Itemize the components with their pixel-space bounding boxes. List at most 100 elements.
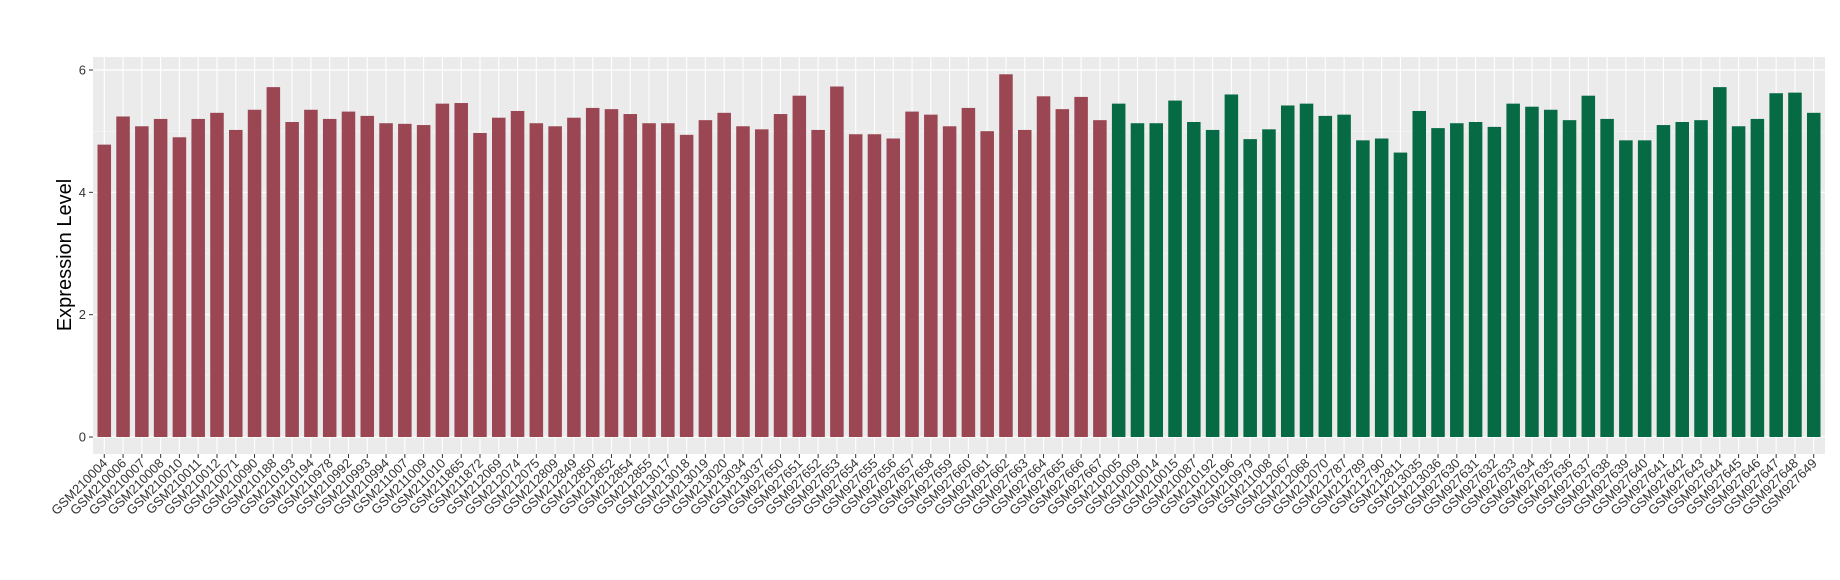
bar-GSM211009 [416,125,431,438]
bar-GSM210188 [266,87,281,437]
bar-GSM213018 [679,134,694,437]
bar-GSM213017 [661,123,675,437]
bar-GSM210192 [1205,129,1220,437]
bar-GSM210992 [341,111,356,437]
bar-GSM212068 [1299,103,1314,437]
y-axis: 0 2 4 6 [79,63,93,445]
bar-GSM212850 [585,107,600,438]
bar-GSM927645 [1731,126,1746,438]
bar-GSM927644 [1713,87,1727,437]
bar-GSM927643 [1694,120,1708,437]
bar-GSM213035 [1412,110,1427,437]
bar-GSM211007 [398,123,412,437]
bar-GSM213037 [754,129,769,437]
bar-GSM210978 [322,118,337,438]
bar-GSM213034 [736,126,750,438]
bars [97,74,1821,438]
bar-GSM927648 [1788,92,1802,437]
bar-GSM927634 [1525,106,1539,437]
bar-GSM927663 [1017,129,1032,437]
bar-GSM212855 [642,123,656,437]
bar-GSM927660 [961,107,976,438]
bar-GSM210993 [360,115,375,438]
bar-GSM210008 [153,118,168,438]
bar-GSM210012 [210,112,224,437]
bar-GSM927630 [1450,123,1464,437]
bar-GSM211008 [1262,129,1276,437]
bar-GSM927654 [848,134,863,438]
bar-GSM210090 [247,109,262,437]
bar-GSM927656 [886,138,901,437]
bar-GSM927646 [1750,118,1765,438]
y-tick-label: 2 [79,307,86,322]
bar-GSM927658 [924,114,938,438]
bar-GSM927641 [1656,125,1671,438]
bar-GSM210071 [229,129,243,437]
bar-GSM210006 [116,116,130,438]
bar-GSM927652 [811,129,825,437]
bar-GSM927649 [1806,112,1821,437]
bar-GSM210193 [285,121,299,438]
y-axis-title: Expression Level [54,179,76,331]
bar-GSM211865 [454,103,468,437]
bar-GSM212809 [548,126,562,438]
bar-GSM927667 [1093,120,1107,437]
bar-GSM210011 [191,118,205,438]
bar-GSM927638 [1600,118,1614,438]
bar-GSM211872 [473,133,487,437]
bar-GSM212789 [1356,140,1370,437]
bar-GSM210194 [304,109,318,437]
bar-GSM927639 [1619,140,1633,437]
bar-GSM210004 [97,144,112,437]
bar-GSM927661 [980,131,994,438]
bar-GSM927636 [1562,120,1577,437]
bar-GSM927655 [867,134,882,438]
bar-GSM212075 [529,123,544,437]
bar-GSM927662 [999,74,1013,437]
bar-GSM213020 [717,112,731,437]
bar-GSM212074 [510,110,525,437]
bar-GSM927659 [942,126,957,438]
bar-GSM213019 [698,120,713,437]
bar-GSM212070 [1318,115,1333,438]
bar-GSM927664 [1036,96,1051,438]
bar-GSM212787 [1337,114,1351,438]
bar-GSM927651 [792,95,807,437]
y-tick-label: 6 [79,63,86,78]
bar-GSM210015 [1168,100,1182,437]
bar-GSM210014 [1149,123,1164,437]
bar-GSM210196 [1224,94,1239,437]
bar-GSM927653 [830,86,844,437]
bar-GSM212854 [623,114,638,437]
bar-GSM927640 [1637,140,1652,437]
x-axis: GSM210004GSM210006GSM210007GSM210008GSM2… [48,454,1820,518]
bar-GSM927642 [1675,121,1689,438]
bar-GSM927635 [1543,109,1558,437]
bar-GSM210007 [135,126,149,438]
bar-GSM927650 [773,114,788,437]
bar-GSM927631 [1468,121,1483,438]
bar-GSM210010 [172,137,187,437]
y-tick-label: 0 [79,430,86,445]
bar-GSM210994 [379,123,393,437]
bar-GSM210009 [1130,123,1145,437]
bar-GSM927647 [1769,93,1783,438]
bar-GSM927666 [1074,96,1088,437]
bar-GSM211010 [435,103,450,437]
bar-GSM213036 [1431,128,1445,438]
bar-GSM210005 [1111,103,1126,437]
bar-GSM927665 [1055,109,1070,438]
bar-GSM212849 [567,117,581,438]
bar-GSM927637 [1581,95,1596,437]
bar-GSM212852 [604,109,619,438]
bar-GSM212790 [1374,138,1389,437]
bar-GSM927632 [1487,126,1502,437]
bar-GSM212069 [492,117,506,438]
bar-GSM210979 [1243,139,1257,437]
bar-GSM210087 [1187,121,1201,438]
bar-GSM927633 [1506,103,1520,437]
bar-GSM927657 [905,111,919,437]
bar-GSM212811 [1393,152,1408,437]
bar-GSM212067 [1280,105,1295,437]
y-tick-label: 4 [79,185,86,200]
